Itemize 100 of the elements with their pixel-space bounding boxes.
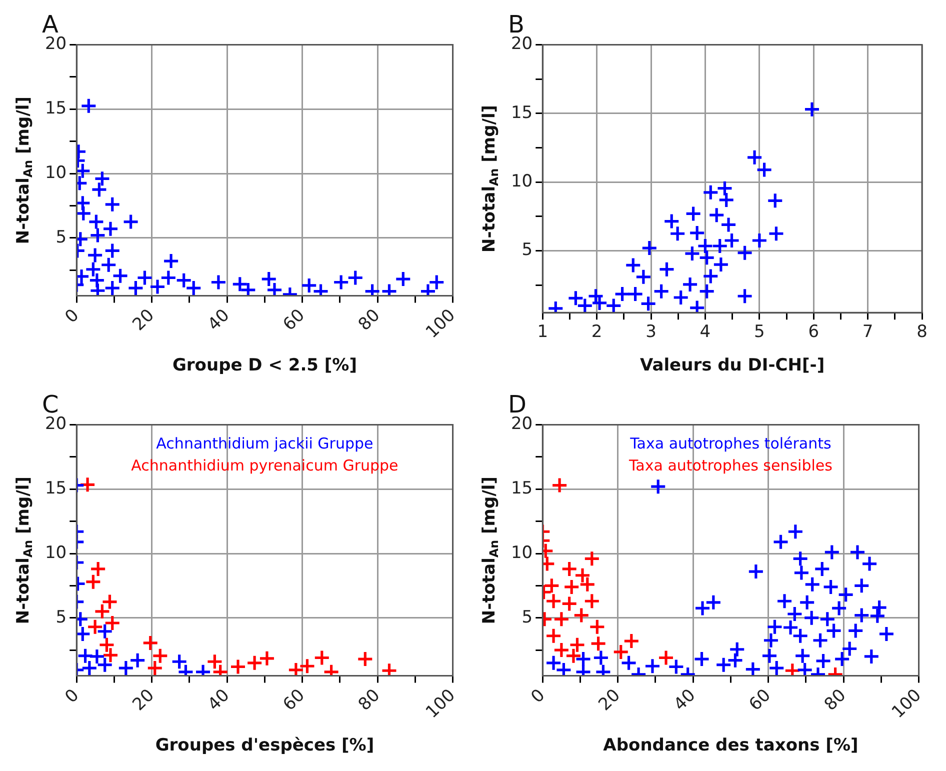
point (210, 274, 227, 291)
x-axis-title: Groupes d'espèces [%] (155, 735, 374, 756)
point (684, 205, 702, 222)
point (768, 225, 785, 242)
text: Taxa autotrophes tolérants (629, 434, 832, 453)
x-tick-label: 5 (754, 322, 765, 342)
point (551, 476, 568, 494)
x-tick-label: 6 (808, 322, 820, 342)
point (794, 648, 811, 664)
point (565, 648, 582, 664)
point (84, 261, 102, 278)
point (869, 608, 886, 624)
x-tick-label: 0 (61, 306, 84, 328)
y-tick-label: 5 (56, 227, 67, 248)
y-tick-label: 15 (510, 102, 533, 123)
point (641, 240, 658, 256)
point (104, 242, 121, 260)
point (146, 660, 164, 676)
point (614, 286, 631, 302)
point (545, 628, 562, 644)
point (814, 652, 832, 670)
point (672, 289, 690, 306)
point (394, 270, 412, 288)
x-tick-label: 40 (204, 686, 234, 715)
x-tick-label: 40 (204, 306, 234, 335)
point (122, 213, 140, 230)
point (834, 650, 850, 668)
point (744, 661, 762, 676)
x-tick-label: 1 (537, 322, 548, 342)
point (723, 232, 740, 249)
point (772, 534, 790, 550)
point (796, 662, 814, 676)
point (76, 205, 92, 222)
x-tick-label: 80 (354, 306, 384, 335)
point (684, 245, 701, 262)
point (696, 238, 714, 254)
point (76, 626, 91, 642)
point (623, 632, 640, 650)
point (803, 610, 820, 626)
y-tick-label: 10 (44, 162, 67, 183)
point (847, 622, 864, 640)
point (104, 196, 121, 213)
point (736, 244, 754, 262)
point (332, 274, 350, 291)
point (708, 206, 725, 224)
point (592, 649, 610, 666)
point (314, 649, 330, 666)
point (793, 564, 810, 582)
point (86, 246, 104, 264)
point (762, 632, 780, 649)
y-tick-label: 10 (510, 542, 533, 563)
point (258, 650, 276, 667)
x-tick-label: 100 (422, 306, 460, 342)
y-tick-label: 5 (522, 240, 533, 260)
point (553, 610, 570, 628)
y-axis-title: N-totalAn [mg/l] (479, 476, 502, 624)
text: Achnanthidium pyrenaicum Gruppe (131, 456, 398, 475)
x-tick-label: 2 (591, 322, 602, 342)
point (841, 640, 858, 658)
x-tick-label: 20 (128, 686, 158, 715)
point (89, 226, 106, 244)
point (568, 636, 586, 654)
point (761, 648, 778, 664)
point (574, 650, 592, 668)
x-tick-label: 80 (820, 686, 850, 715)
point (766, 192, 784, 209)
point (863, 648, 880, 665)
x-axis-title: Groupe D < 2.5 [%] (172, 355, 357, 376)
point (694, 600, 711, 616)
point (768, 660, 785, 676)
point (861, 556, 878, 572)
point (160, 269, 177, 286)
y-tick-label: 15 (44, 478, 67, 499)
point (620, 654, 638, 672)
point (804, 101, 820, 118)
y-tick-label: 15 (44, 98, 67, 119)
x-tick-label: 8 (916, 322, 928, 342)
point (658, 261, 676, 278)
point (688, 224, 706, 242)
point (356, 650, 374, 668)
point (86, 618, 104, 636)
point (705, 594, 722, 611)
point (804, 576, 821, 593)
x-tick-label: 20 (128, 306, 158, 335)
x-tick-label: 40 (670, 686, 700, 715)
point (590, 635, 607, 652)
point (776, 592, 793, 610)
point (298, 658, 316, 674)
point (112, 268, 129, 284)
point (88, 213, 104, 230)
point (584, 592, 600, 610)
point (766, 618, 784, 636)
point (612, 644, 630, 660)
point (152, 648, 168, 664)
point (712, 256, 730, 273)
point (94, 170, 111, 187)
point (825, 622, 842, 640)
point (824, 544, 840, 561)
point (838, 586, 854, 603)
text: Taxa autotrophes sensibles (628, 456, 833, 475)
